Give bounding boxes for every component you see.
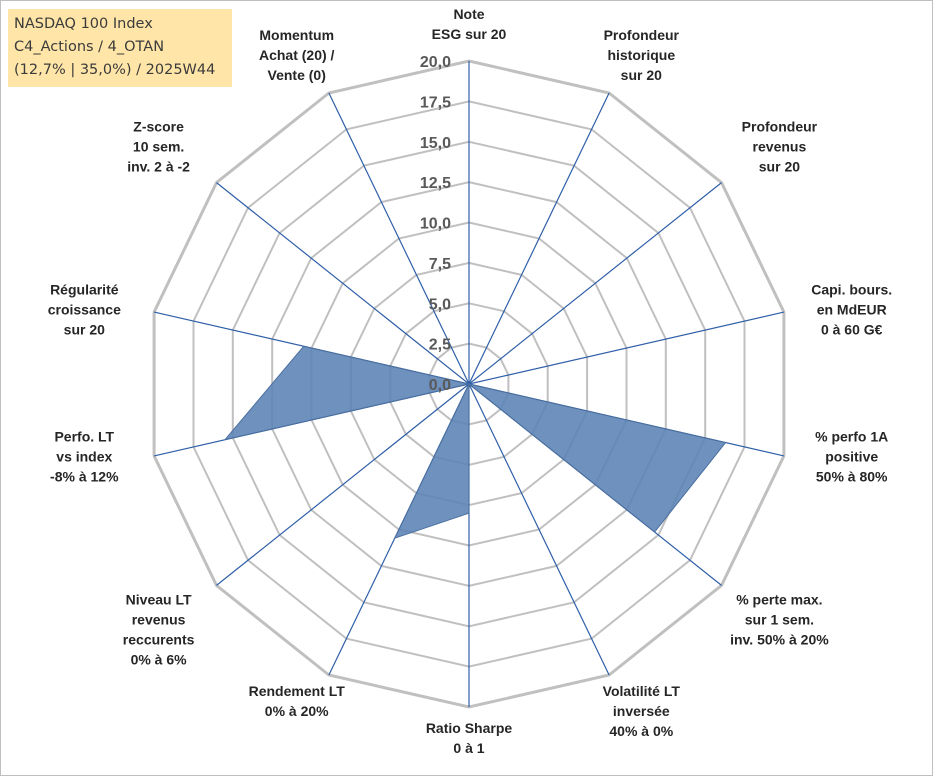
series-info-line-2: C4_Actions / 4_OTAN — [14, 39, 165, 55]
axis-label-2-line-2: sur 20 — [759, 159, 800, 175]
axis-label-10: Perfo. LT vs index -8% à 12% — [50, 429, 119, 485]
axis-label-2-line-1: revenus — [753, 139, 807, 155]
radar-series — [223, 345, 727, 540]
axis-label-6-line-0: Volatilité LT — [603, 683, 681, 699]
axis-label-8: Rendement LT 0% à 20% — [249, 683, 346, 719]
axis-label-3-line-1: en MdEUR — [817, 301, 887, 317]
series-info-line-1: NASDAQ 100 Index — [14, 16, 153, 32]
axis-label-3: Capi. bours. en MdEUR 0 à 60 G€ — [811, 281, 892, 337]
axis-label-5-line-1: sur 1 sem. — [745, 611, 814, 627]
axis-label-11-line-0: Régularité — [50, 281, 119, 297]
axis-label-6: Volatilité LT inversée 40% à 0% — [603, 683, 681, 739]
axis-spoke-9 — [216, 383, 470, 586]
axis-label-7-line-1: 0 à 1 — [453, 740, 484, 756]
axis-label-6-line-2: 40% à 0% — [609, 723, 673, 739]
axis-label-9-line-1: revenus — [132, 611, 186, 627]
axis-label-11-line-1: croissance — [48, 301, 121, 317]
axis-label-9-line-0: Niveau LT — [126, 591, 192, 607]
axis-label-3-line-2: 0 à 60 G€ — [821, 321, 883, 337]
tick-label-0: 0,0 — [429, 377, 451, 394]
tick-label-8: 20,0 — [420, 54, 451, 71]
series-area-0 — [223, 345, 727, 540]
axis-label-9: Niveau LT revenus reccurents 0% à 6% — [123, 591, 195, 667]
radar-axis-labels: Note ESG sur 20 Profondeur historique sur 20… — [48, 6, 892, 756]
axis-label-4-line-0: % perfo 1A — [815, 429, 888, 445]
tick-label-7: 17,5 — [420, 94, 451, 111]
tick-label-2: 5,0 — [429, 296, 451, 313]
axis-label-10-line-0: Perfo. LT — [54, 429, 114, 445]
axis-label-1-line-0: Profondeur — [604, 27, 680, 43]
axis-label-0: Note ESG sur 20 — [432, 6, 507, 42]
axis-label-12-line-1: 10 sem. — [133, 139, 184, 155]
axis-label-5-line-2: inv. 50% à 20% — [730, 631, 829, 647]
tick-label-5: 12,5 — [420, 175, 451, 192]
axis-label-6-line-1: inversée — [613, 703, 670, 719]
axis-label-2: Profondeur revenus sur 20 — [742, 119, 818, 175]
axis-label-5: % perte max. sur 1 sem. inv. 50% à 20% — [730, 591, 829, 647]
axis-label-9-line-2: reccurents — [123, 631, 195, 647]
axis-label-0-line-0: Note — [453, 6, 484, 22]
axis-label-1-line-2: sur 20 — [621, 67, 662, 83]
axis-label-7-line-0: Ratio Sharpe — [426, 720, 513, 736]
axis-label-12-line-2: inv. 2 à -2 — [127, 159, 190, 175]
axis-label-9-line-3: 0% à 6% — [131, 651, 188, 667]
axis-label-1-line-1: historique — [607, 47, 675, 63]
axis-spoke-13 — [328, 92, 470, 385]
axis-label-5-line-0: % perte max. — [736, 591, 822, 607]
axis-label-10-line-2: -8% à 12% — [50, 469, 119, 485]
axis-spoke-12 — [216, 182, 470, 385]
axis-label-3-line-0: Capi. bours. — [811, 281, 892, 297]
axis-label-12-line-0: Z-score — [133, 119, 184, 135]
axis-label-4-line-2: 50% à 80% — [816, 469, 888, 485]
axis-label-2-line-0: Profondeur — [742, 119, 818, 135]
axis-label-13: Momentum Achat (20) / Vente (0) — [259, 27, 335, 83]
tick-label-3: 7,5 — [429, 256, 451, 273]
axis-label-0-line-1: ESG sur 20 — [432, 26, 507, 42]
axis-label-10-line-1: vs index — [56, 449, 112, 465]
radar-tick-labels: 0,0 2,5 5,0 7,5 10,0 12,5 15,0 17,5 20,0 — [420, 54, 451, 394]
axis-spoke-2 — [468, 182, 722, 385]
series-info-box: NASDAQ 100 Index C4_Actions / 4_OTAN (12… — [8, 9, 232, 87]
tick-label-6: 15,0 — [420, 135, 451, 152]
axis-spoke-1 — [468, 92, 610, 385]
axis-spoke-6 — [468, 383, 610, 676]
axis-label-4-line-1: positive — [825, 449, 878, 465]
axis-label-4: % perfo 1A positive 50% à 80% — [815, 429, 888, 485]
axis-label-13-line-0: Momentum — [259, 27, 334, 43]
axis-label-13-line-1: Achat (20) / — [259, 47, 335, 63]
tick-label-4: 10,0 — [420, 216, 451, 233]
axis-label-12: Z-score 10 sem. inv. 2 à -2 — [127, 119, 190, 175]
tick-label-1: 2,5 — [429, 337, 451, 354]
axis-spoke-3 — [468, 311, 785, 385]
axis-label-8-line-0: Rendement LT — [249, 683, 346, 699]
axis-label-1: Profondeur historique sur 20 — [604, 27, 680, 83]
axis-label-8-line-1: 0% à 20% — [265, 703, 329, 719]
series-info-line-3: (12,7% | 35,0%) / 2025W44 — [14, 62, 216, 78]
axis-label-11-line-2: sur 20 — [64, 321, 105, 337]
axis-label-11: Régularité croissance sur 20 — [48, 281, 121, 337]
axis-label-13-line-2: Vente (0) — [268, 67, 326, 83]
axis-label-7: Ratio Sharpe 0 à 1 — [426, 720, 513, 756]
